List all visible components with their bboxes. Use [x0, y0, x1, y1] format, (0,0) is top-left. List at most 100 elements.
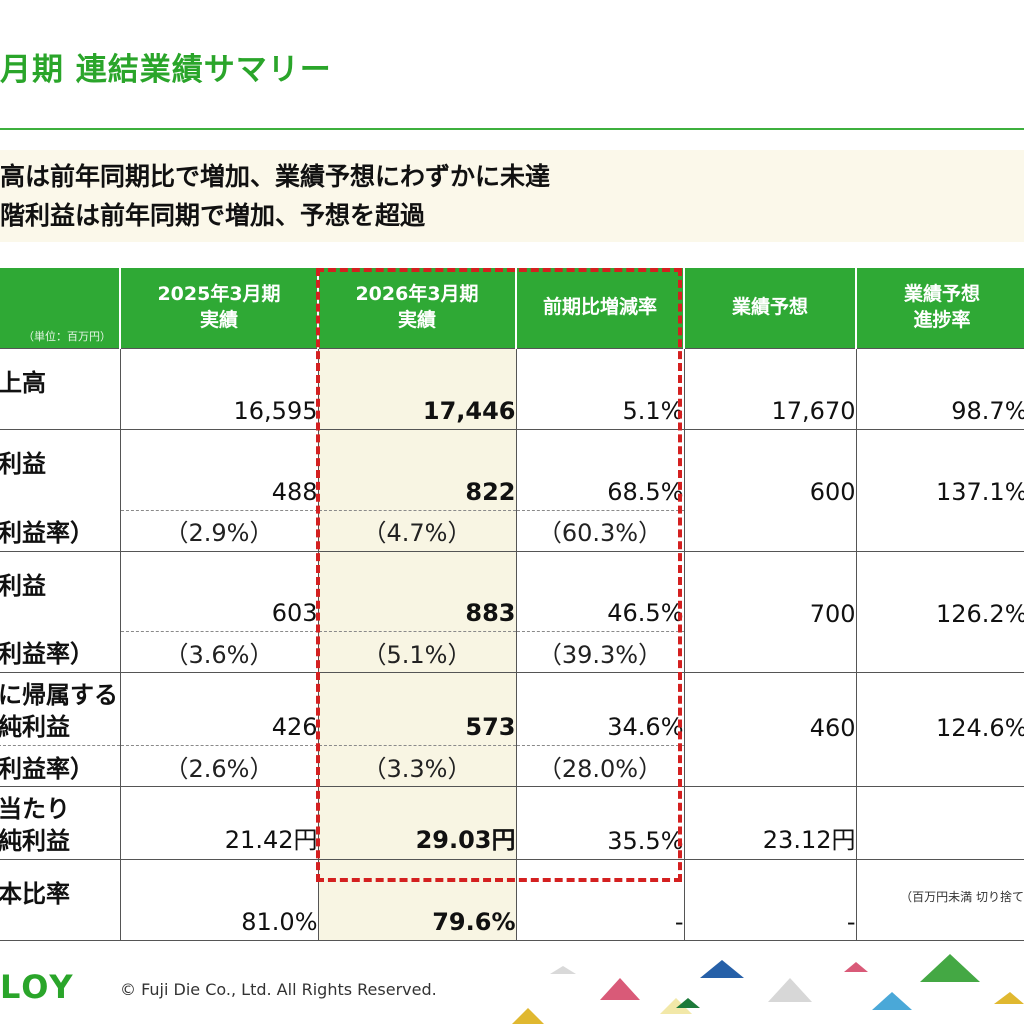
ord-change: 46.5%	[516, 551, 685, 632]
row-label-sales: 上高	[0, 348, 121, 430]
deco-triangle	[768, 978, 812, 1002]
header-forecast: 業績予想	[684, 268, 857, 349]
row-label-eps: 当たり 純利益	[0, 786, 121, 860]
ord-rate-forecast-empty	[684, 631, 857, 673]
ord-progress: 126.2%	[856, 551, 1024, 632]
table-row-equity-ratio: 本比率 81.0% 79.6% - -	[0, 859, 1024, 941]
equity-curr: 79.6%	[318, 859, 517, 941]
table-row-sales: 上高 16,595 17,446 5.1% 17,670 98.7%	[0, 348, 1024, 430]
deco-triangle	[676, 998, 700, 1008]
equity-prev: 81.0%	[120, 859, 319, 941]
row-label-net-margin: 利益率）	[0, 745, 121, 787]
summary-line-1: 高は前年同期比で増加、業績予想にわずかに未達	[0, 162, 551, 191]
eps-prev: 21.42円	[120, 786, 319, 860]
net-rate-prev: （2.6%）	[120, 745, 319, 787]
summary-line-2: 階利益は前年同期で増加、予想を超過	[0, 201, 426, 230]
net-progress: 124.6%	[856, 672, 1024, 746]
op-change: 68.5%	[516, 429, 685, 511]
op-rate-curr: （4.7%）	[318, 510, 517, 552]
net-change: 34.6%	[516, 672, 685, 746]
results-table: （単位：百万円） 2025年3月期 実績 2026年3月期 実績 前期比増減率 …	[0, 268, 1024, 941]
op-curr: 822	[318, 429, 517, 511]
row-label-ordinary-margin: 利益率）	[0, 631, 121, 673]
row-label-equity-ratio: 本比率	[0, 859, 121, 941]
op-forecast: 600	[684, 429, 857, 510]
header-forecast-text: 業績予想	[731, 296, 808, 319]
row-label-eps-line1: 当たり	[0, 795, 70, 823]
page-title: 月期 連結業績サマリー	[0, 52, 332, 88]
op-rate-progress-empty	[856, 510, 1024, 552]
net-forecast: 460	[684, 672, 857, 746]
deco-triangle	[920, 954, 980, 982]
copyright-text: © Fuji Die Co., Ltd. All Rights Reserved…	[120, 980, 437, 999]
deco-triangle	[660, 998, 692, 1014]
header-label-cell: （単位：百万円）	[0, 268, 121, 349]
table-row-operating-profit: 利益 488 822 68.5% 600 137.1%	[0, 429, 1024, 511]
header-progress: 業績予想 進捗率	[856, 268, 1024, 349]
net-curr: 573	[318, 672, 517, 746]
op-prev: 488	[120, 429, 319, 511]
table-row-eps: 当たり 純利益 21.42円 29.03円 35.5% 23.12円	[0, 786, 1024, 860]
ord-rate-change: （39.3%）	[516, 631, 685, 673]
eps-change: 35.5%	[516, 786, 685, 860]
row-label-net-profit: に帰属する 純利益	[0, 672, 121, 746]
summary-box: 高は前年同期比で増加、業績予想にわずかに未達 階利益は前年同期で増加、予想を超過	[0, 150, 1024, 242]
eps-forecast: 23.12円	[684, 786, 857, 860]
eps-curr: 29.03円	[318, 786, 517, 860]
deco-triangle	[994, 992, 1024, 1004]
deco-triangle	[512, 1008, 544, 1024]
sales-change: 5.1%	[516, 348, 685, 430]
ord-rate-prev: （3.6%）	[120, 631, 319, 673]
row-label-net-profit-line1: に帰属する	[0, 681, 118, 709]
deco-triangle	[550, 966, 576, 974]
net-rate-progress-empty	[856, 745, 1024, 787]
ord-rate-curr: （5.1%）	[318, 631, 517, 673]
header-prev-year-text: 2025年3月期 実績	[157, 283, 281, 331]
header-yoy-change-text: 前期比増減率	[542, 296, 657, 319]
equity-change: -	[516, 859, 685, 941]
deco-triangle	[844, 962, 868, 972]
footnote: （百万円未満 切り捨て	[900, 890, 1024, 904]
eps-progress	[856, 786, 1024, 860]
ord-rate-progress-empty	[856, 631, 1024, 673]
net-rate-forecast-empty	[684, 745, 857, 787]
table-row-ordinary-profit: 利益 603 883 46.5% 700 126.2%	[0, 551, 1024, 632]
ord-forecast: 700	[684, 551, 857, 632]
table-row-net-margin: 利益率） （2.6%） （3.3%） （28.0%）	[0, 745, 1024, 787]
table-row-ordinary-margin: 利益率） （3.6%） （5.1%） （39.3%）	[0, 631, 1024, 673]
row-label-operating-profit: 利益	[0, 429, 121, 510]
header-progress-text: 業績予想 進捗率	[903, 283, 980, 331]
deco-triangle	[600, 978, 640, 1000]
unit-note: （単位：百万円）	[23, 330, 111, 344]
op-rate-forecast-empty	[684, 510, 857, 552]
sales-curr: 17,446	[318, 348, 517, 430]
op-progress: 137.1%	[856, 429, 1024, 510]
row-label-eps-line2: 純利益	[0, 827, 70, 856]
table-row-net-profit: に帰属する 純利益 426 573 34.6% 460 124.6%	[0, 672, 1024, 746]
row-label-operating-margin: 利益率）	[0, 510, 121, 552]
net-prev: 426	[120, 672, 319, 746]
header-yoy-change: 前期比増減率	[516, 268, 685, 349]
row-label-ordinary-profit: 利益	[0, 551, 121, 632]
equity-progress	[856, 859, 1024, 941]
header-prev-year: 2025年3月期 実績	[120, 268, 319, 349]
table-header-row: （単位：百万円） 2025年3月期 実績 2026年3月期 実績 前期比増減率 …	[0, 268, 1024, 349]
equity-forecast: -	[684, 859, 857, 941]
deco-triangle	[872, 992, 912, 1010]
row-label-net-profit-line2: 純利益	[0, 713, 70, 742]
ord-prev: 603	[120, 551, 319, 632]
title-divider	[0, 128, 1024, 130]
table-row-operating-margin: 利益率） （2.9%） （4.7%） （60.3%）	[0, 510, 1024, 552]
deco-triangle	[700, 960, 744, 978]
op-rate-change: （60.3%）	[516, 510, 685, 552]
header-current-year: 2026年3月期 実績	[318, 268, 517, 349]
decorative-triangles	[512, 954, 1024, 1024]
ord-curr: 883	[318, 551, 517, 632]
op-rate-prev: （2.9%）	[120, 510, 319, 552]
sales-progress: 98.7%	[856, 348, 1024, 430]
sales-forecast: 17,670	[684, 348, 857, 430]
net-rate-change: （28.0%）	[516, 745, 685, 787]
net-rate-curr: （3.3%）	[318, 745, 517, 787]
header-current-year-text: 2026年3月期 実績	[355, 283, 479, 331]
company-logo: LOY	[0, 968, 75, 1006]
